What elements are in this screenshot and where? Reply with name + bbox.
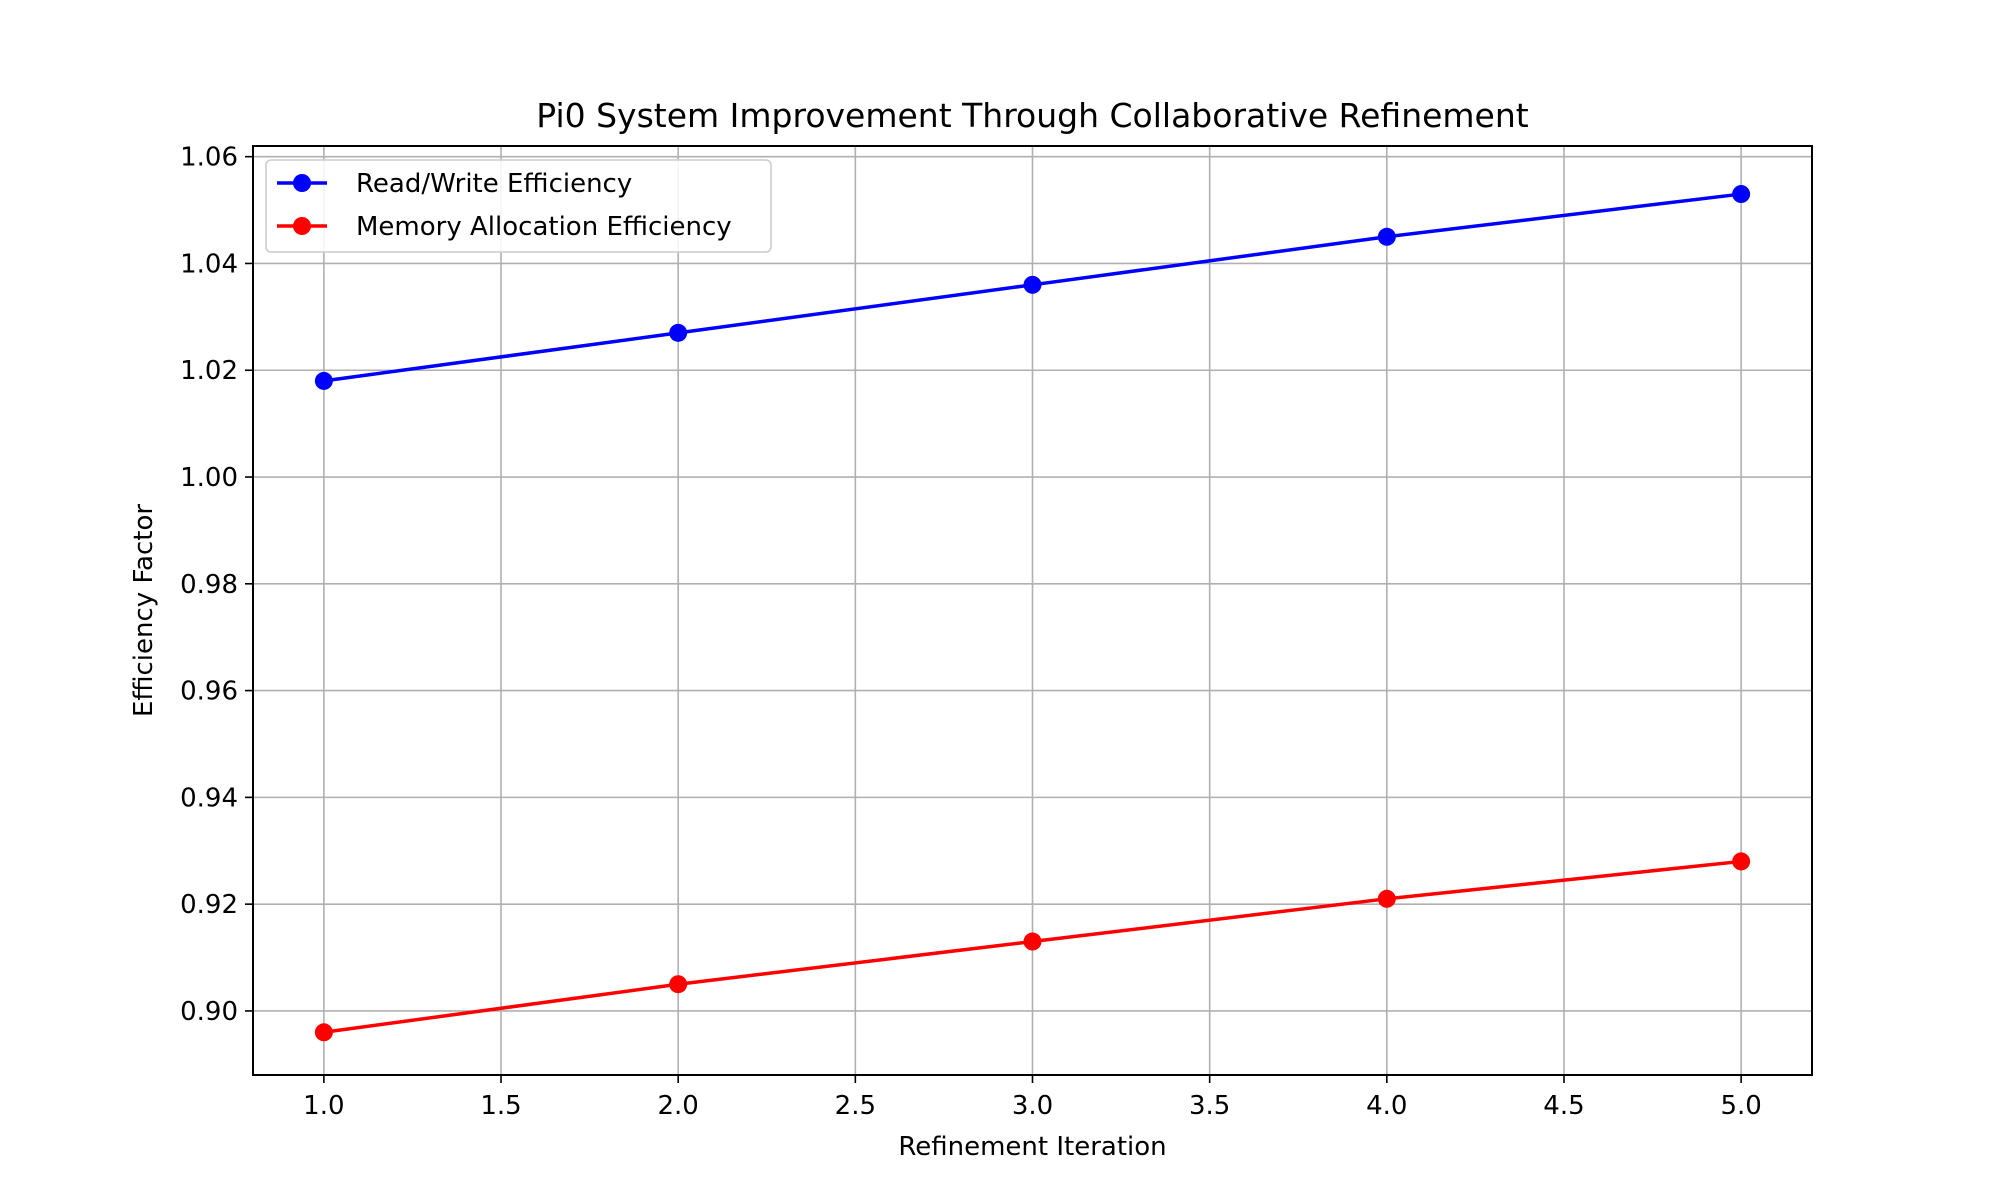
legend: Read/Write Efficiency Memory Allocation E… — [265, 159, 772, 253]
data-point — [1023, 275, 1042, 294]
data-point — [1732, 185, 1751, 204]
y-tick-label: 0.94 — [180, 783, 238, 813]
y-tick-label: 1.00 — [180, 463, 238, 493]
y-axis-label: Efficiency Factor — [129, 504, 159, 717]
x-tick-label: 2.5 — [835, 1091, 876, 1121]
x-tick-label: 3.0 — [1012, 1091, 1053, 1121]
y-tick-label: 0.98 — [180, 570, 238, 600]
y-tick-label: 1.02 — [180, 356, 238, 386]
data-point — [1023, 932, 1042, 951]
y-tick-label: 1.06 — [180, 143, 238, 173]
x-tick-label: 1.0 — [303, 1091, 344, 1121]
x-tick-label: 4.5 — [1543, 1091, 1584, 1121]
data-point — [314, 371, 333, 390]
legend-box — [265, 159, 772, 253]
y-tick-label: 0.96 — [180, 677, 238, 707]
y-tick-label: 1.04 — [180, 249, 238, 279]
x-tick-label: 3.5 — [1189, 1091, 1230, 1121]
x-tick-label: 1.5 — [480, 1091, 521, 1121]
series-layer — [314, 185, 1751, 1042]
y-tick-label: 0.90 — [180, 997, 238, 1027]
legend-label: Memory Allocation Efficiency — [356, 212, 732, 242]
legend-marker — [293, 174, 311, 192]
data-point — [1377, 227, 1396, 246]
data-point — [669, 323, 688, 342]
data-point — [669, 975, 688, 994]
x-axis-label: Refinement Iteration — [898, 1132, 1166, 1162]
x-tick-label: 2.0 — [658, 1091, 699, 1121]
chart-title: Pi0 System Improvement Through Collabora… — [536, 96, 1528, 135]
x-tick-label: 5.0 — [1720, 1091, 1761, 1121]
x-axis-ticks: 1.0 1.5 2.0 2.5 3.0 3.5 4.0 4.5 5.0 — [303, 1075, 1762, 1121]
data-point — [314, 1023, 333, 1042]
y-tick-label: 0.92 — [180, 890, 238, 920]
legend-label: Read/Write Efficiency — [356, 169, 632, 199]
data-point — [1732, 852, 1751, 871]
data-point — [1377, 889, 1396, 908]
y-axis-ticks: 0.90 0.92 0.94 0.96 0.98 1.00 1.02 1.04 1.06 — [180, 143, 253, 1027]
series-2 — [314, 852, 1751, 1042]
x-tick-label: 4.0 — [1366, 1091, 1407, 1121]
grid — [253, 146, 1812, 1075]
legend-marker — [293, 217, 311, 235]
series-1 — [314, 185, 1751, 390]
